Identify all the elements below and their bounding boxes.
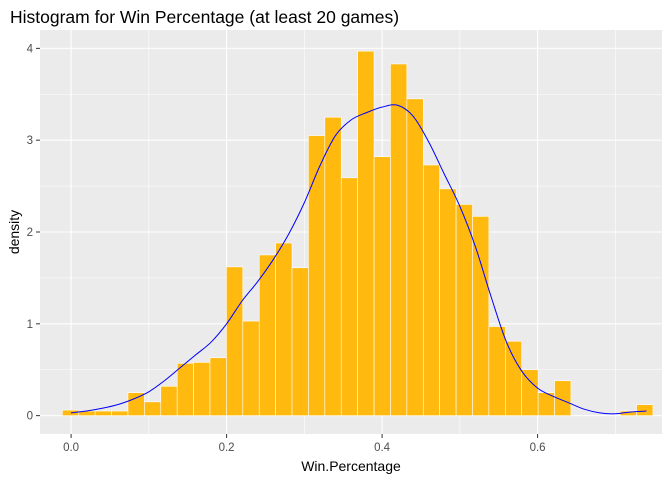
histogram-bar	[422, 164, 440, 416]
histogram-bar	[291, 267, 309, 416]
histogram-bar	[193, 362, 211, 416]
histogram-bar	[62, 409, 80, 416]
histogram-bar	[504, 340, 523, 416]
histogram-bar	[176, 362, 194, 416]
histogram-bar	[160, 385, 178, 416]
histogram-bar	[390, 63, 408, 416]
histogram-bar	[144, 401, 162, 416]
histogram-bar	[226, 266, 244, 416]
y-axis-ticks: 0 1 2 3 4	[27, 43, 40, 423]
y-tick-label: 2	[27, 227, 33, 239]
histogram-bar	[636, 404, 654, 416]
x-tick-label: 0.6	[530, 442, 546, 454]
histogram-bars	[62, 50, 654, 416]
x-tick-label: 0.2	[219, 442, 235, 454]
histogram-bar	[455, 204, 473, 416]
histogram-bar	[554, 380, 572, 416]
histogram-bar	[127, 392, 145, 416]
y-tick-label: 3	[27, 135, 33, 147]
histogram-bar	[258, 254, 276, 416]
histogram-bar	[275, 242, 293, 416]
histogram-bar	[373, 156, 391, 416]
x-tick-label: 0.4	[374, 442, 391, 454]
histogram-bar	[521, 369, 539, 416]
histogram-bar	[406, 98, 424, 416]
density-curve	[71, 104, 647, 415]
histogram-bar	[439, 188, 457, 416]
y-tick-label: 1	[27, 319, 33, 331]
histogram-bar	[488, 326, 506, 416]
histogram-bar	[472, 216, 490, 416]
histogram-bar	[111, 410, 129, 416]
x-tick-label: 0.0	[63, 442, 79, 454]
histogram-bar	[94, 410, 112, 416]
x-axis-ticks: 0.0 0.2 0.4 0.6	[63, 434, 546, 454]
chart-title: Histogram for Win Percentage (at least 2…	[10, 7, 399, 27]
x-axis-title: Win.Percentage	[301, 458, 401, 474]
histogram-bar	[308, 135, 326, 416]
histogram-bar	[209, 357, 227, 416]
y-tick-label: 4	[27, 43, 34, 55]
histogram-bar	[340, 177, 358, 416]
histogram-bar	[324, 116, 342, 416]
histogram-bar	[357, 50, 375, 416]
histogram-bar	[242, 320, 260, 416]
y-axis-title: density	[6, 210, 22, 254]
y-tick-label: 0	[27, 411, 33, 423]
